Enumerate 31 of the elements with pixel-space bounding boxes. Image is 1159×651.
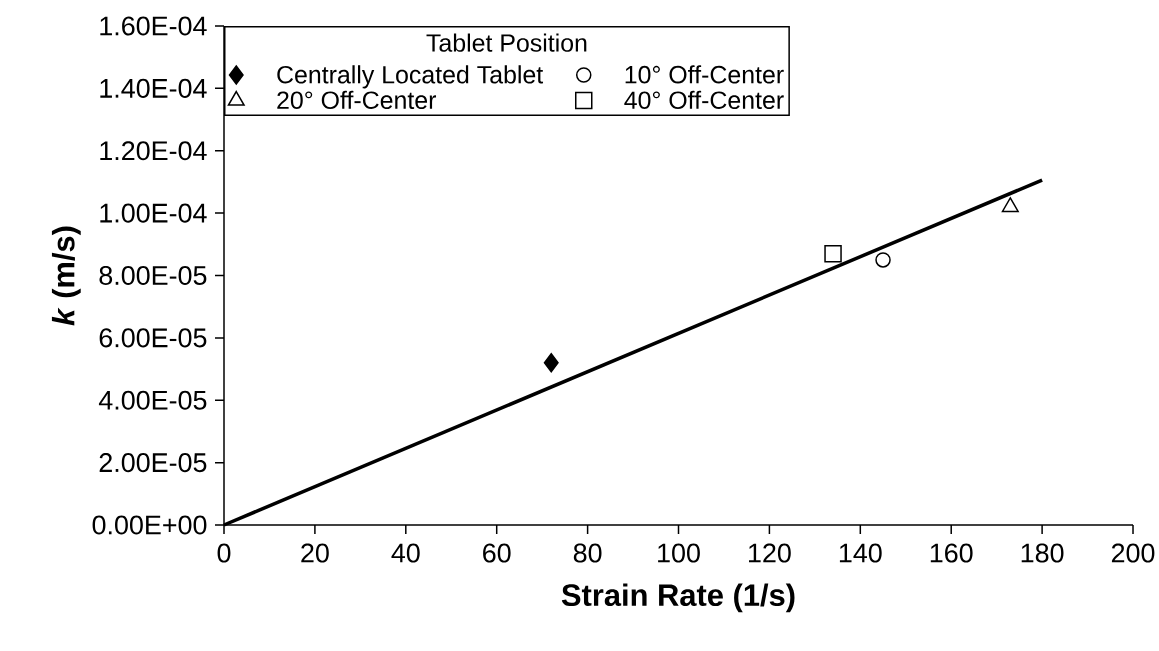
y-axis-title: k (m/s) [51, 226, 81, 326]
legend-label: Centrally Located Tablet [277, 65, 544, 89]
x-tick-label: 140 [839, 543, 882, 563]
y-tick-label: 6.00E-05 [99, 328, 207, 348]
y-tick-label: 8.00E-05 [99, 265, 207, 286]
legend-title: Tablet Position [426, 33, 587, 52]
legend-label: 40° Off-Center [624, 90, 784, 110]
point [1001, 197, 1019, 213]
x-tick-label: 100 [658, 543, 700, 563]
x-tick-label: 160 [930, 543, 973, 563]
y-tick-label: 4.00E-05 [98, 390, 207, 410]
y-tick-label: 1.40E-04 [100, 78, 207, 98]
x-tick-label: 200 [1111, 543, 1155, 563]
x-tick-label: 80 [573, 543, 602, 563]
x-axis-title: Strain Rate (1/s) [561, 583, 795, 613]
y-tick-label: 1.20E-04 [100, 141, 207, 161]
y-tick-label: 1.60E-04 [100, 16, 207, 36]
x-tick-label: 60 [483, 543, 511, 563]
legend-label: 20° Off-Center [277, 90, 437, 110]
x-tick-label: 120 [749, 543, 791, 563]
point [824, 244, 842, 263]
y-tick-label: 0.00E+00 [92, 515, 207, 535]
y-tick-label: 1.00E-04 [100, 203, 207, 223]
point [543, 353, 559, 373]
y-tick-label: 2.00E-05 [99, 453, 207, 473]
x-tick-label: 20 [301, 543, 329, 563]
x-tick-label: 0 [217, 543, 231, 563]
x-tick-label: 40 [391, 543, 420, 563]
x-tick-label: 180 [1021, 543, 1064, 563]
legend-label: 10° Off-Center [625, 65, 784, 84]
point [875, 252, 891, 268]
